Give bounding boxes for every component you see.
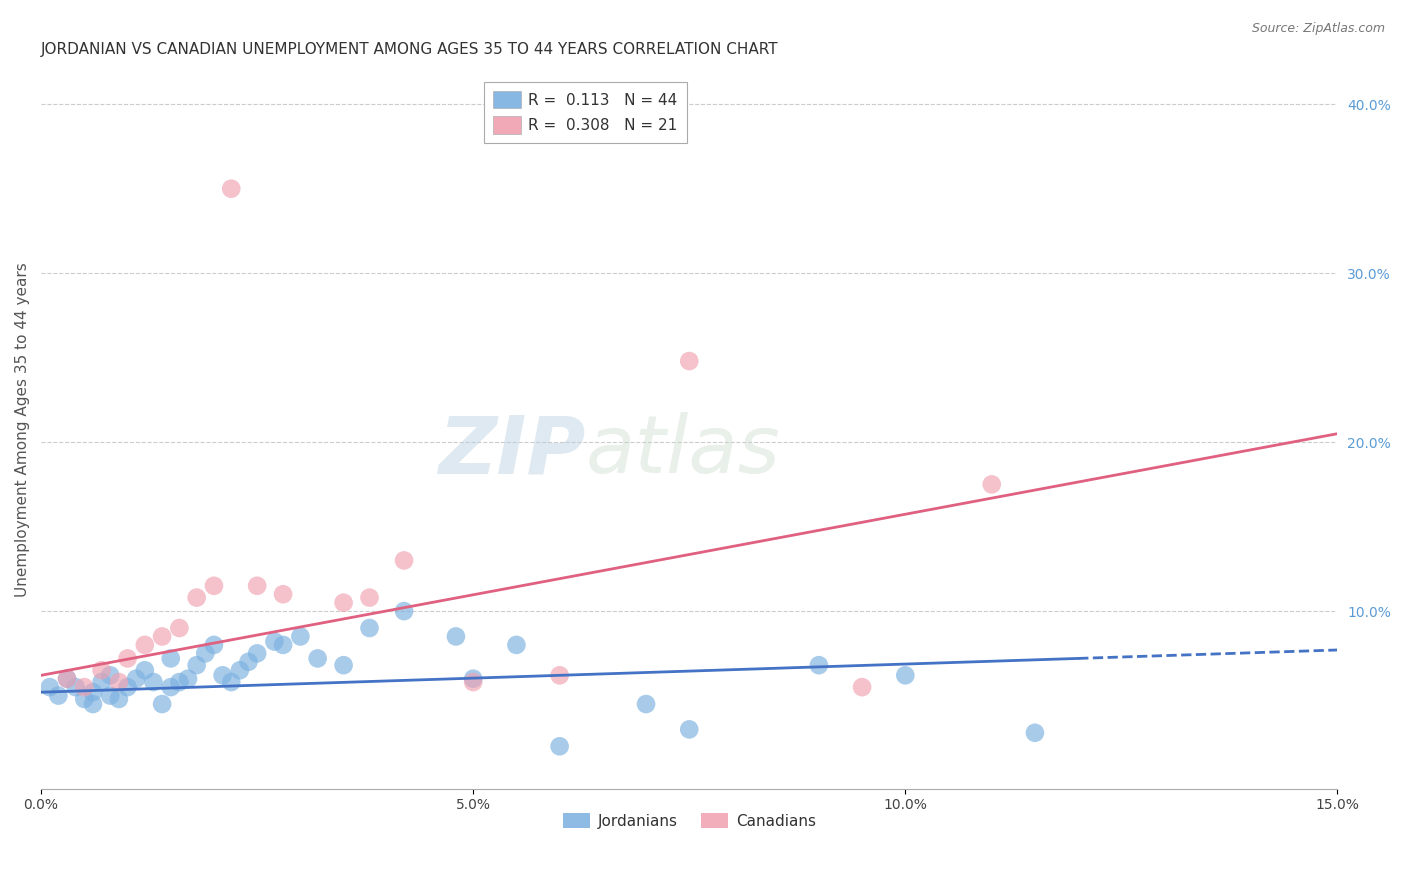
Point <box>271 638 294 652</box>
Point <box>463 675 485 690</box>
Point <box>73 680 96 694</box>
Point <box>150 697 173 711</box>
Point <box>980 477 1002 491</box>
Text: Source: ZipAtlas.com: Source: ZipAtlas.com <box>1251 22 1385 36</box>
Point <box>98 689 121 703</box>
Point <box>90 663 112 677</box>
Point <box>186 658 208 673</box>
Point <box>117 680 139 694</box>
Point <box>263 634 285 648</box>
Point <box>444 630 467 644</box>
Y-axis label: Unemployment Among Ages 35 to 44 years: Unemployment Among Ages 35 to 44 years <box>15 262 30 597</box>
Text: JORDANIAN VS CANADIAN UNEMPLOYMENT AMONG AGES 35 TO 44 YEARS CORRELATION CHART: JORDANIAN VS CANADIAN UNEMPLOYMENT AMONG… <box>41 42 779 57</box>
Text: atlas: atlas <box>585 412 780 490</box>
Point <box>229 663 252 677</box>
Point <box>1024 725 1046 739</box>
Point <box>90 675 112 690</box>
Point <box>142 675 165 690</box>
Point <box>38 680 60 694</box>
Point <box>82 685 104 699</box>
Point <box>392 553 415 567</box>
Point <box>56 672 79 686</box>
Point <box>186 591 208 605</box>
Point <box>117 651 139 665</box>
Point <box>807 658 830 673</box>
Point <box>194 646 217 660</box>
Point <box>851 680 873 694</box>
Point <box>159 680 181 694</box>
Point <box>169 621 191 635</box>
Point <box>359 621 381 635</box>
Point <box>65 680 87 694</box>
Point <box>894 668 917 682</box>
Point <box>56 672 79 686</box>
Point <box>332 596 354 610</box>
Point <box>159 651 181 665</box>
Point <box>332 658 354 673</box>
Point <box>150 630 173 644</box>
Point <box>359 591 381 605</box>
Point <box>202 638 225 652</box>
Point <box>134 638 156 652</box>
Point <box>219 675 242 690</box>
Point <box>108 692 131 706</box>
Point <box>548 739 571 754</box>
Point <box>238 655 260 669</box>
Point <box>219 182 242 196</box>
Point <box>678 723 700 737</box>
Legend: Jordanians, Canadians: Jordanians, Canadians <box>557 806 823 835</box>
Text: ZIP: ZIP <box>439 412 585 490</box>
Point <box>246 646 269 660</box>
Point <box>82 697 104 711</box>
Point <box>307 651 329 665</box>
Point <box>134 663 156 677</box>
Point <box>392 604 415 618</box>
Point <box>108 675 131 690</box>
Point <box>246 579 269 593</box>
Point <box>98 668 121 682</box>
Point <box>202 579 225 593</box>
Point <box>125 672 148 686</box>
Point <box>290 630 312 644</box>
Point <box>169 675 191 690</box>
Point <box>505 638 527 652</box>
Point <box>678 354 700 368</box>
Point <box>634 697 657 711</box>
Point <box>211 668 233 682</box>
Point <box>548 668 571 682</box>
Point <box>463 672 485 686</box>
Point <box>48 689 70 703</box>
Point <box>271 587 294 601</box>
Point <box>73 692 96 706</box>
Point <box>177 672 200 686</box>
